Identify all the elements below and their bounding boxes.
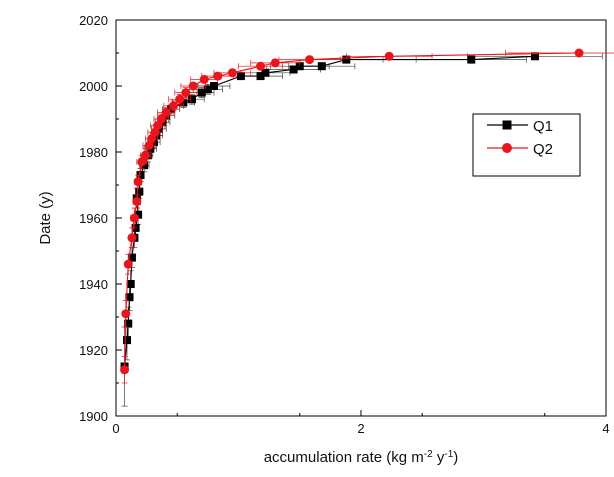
data-point [147, 134, 157, 144]
data-point [137, 157, 147, 167]
data-point [121, 309, 131, 319]
y-tick-label: 1980 [79, 145, 108, 160]
y-tick-label: 1940 [79, 277, 108, 292]
data-point [256, 72, 265, 81]
data-point [227, 68, 237, 78]
data-point [467, 55, 476, 64]
data-point [135, 187, 144, 196]
data-point [199, 74, 209, 84]
data-point [169, 101, 179, 111]
tick-labels: 0 2 4 1900 1920 1940 1960 1980 2000 2020 [79, 13, 610, 436]
data-point [256, 61, 266, 71]
data-point [134, 210, 143, 219]
data-point [126, 280, 135, 288]
data-point [125, 293, 134, 302]
data-point [188, 81, 198, 91]
y-tick-label: 1900 [79, 409, 108, 424]
x-axis-title-sup-2: -1 [444, 449, 453, 460]
data-point [203, 85, 212, 94]
data-point [124, 319, 133, 328]
data-point [213, 71, 223, 81]
data-point [153, 121, 163, 131]
x-axis-title: accumulation rate (kg m-2 y-1) [264, 449, 459, 467]
legend-box [472, 113, 581, 177]
y-axis-title: Date (y) [37, 191, 54, 244]
legend-label-q2: Q2 [533, 141, 553, 158]
data-point [156, 114, 166, 124]
legend-label-q1: Q1 [533, 118, 553, 135]
x-axis-title-sup-1: -2 [424, 449, 433, 460]
x-tick-label: 2 [357, 421, 364, 436]
data-point [270, 58, 280, 68]
x-axis-title-main: accumulation rate (kg m [264, 449, 424, 466]
data-point [123, 336, 132, 345]
x-tick-label: 0 [112, 421, 119, 436]
data-point [127, 233, 137, 243]
data-point [574, 48, 584, 58]
data-point [187, 95, 196, 104]
data-point [127, 253, 136, 262]
data-point [317, 62, 326, 71]
data-point [140, 150, 150, 160]
x-tick-label: 4 [602, 421, 609, 436]
data-point [120, 365, 130, 375]
data-point [342, 55, 351, 64]
data-point [236, 72, 245, 81]
data-point [210, 82, 218, 90]
data-point [175, 94, 185, 104]
data-point [181, 88, 191, 98]
data-point [305, 55, 315, 65]
data-point [261, 68, 270, 77]
data-point [384, 51, 394, 61]
data-point [197, 88, 206, 97]
data-point [129, 213, 139, 223]
x-axis-title-end: ) [453, 449, 458, 466]
y-tick-label: 2000 [79, 79, 108, 94]
data-point [132, 197, 142, 206]
legend-marker-q2 [502, 143, 512, 153]
y-tick-label: 1960 [79, 211, 108, 226]
data-point [530, 52, 539, 61]
legend-marker-q1 [502, 120, 512, 130]
data-point [179, 98, 188, 107]
series-q2 [120, 48, 614, 384]
data-point [289, 65, 298, 74]
data-point [295, 62, 304, 71]
x-axis-title-mid: y [433, 449, 445, 466]
data-point [123, 259, 133, 269]
legend: Q1 Q2 [472, 113, 581, 177]
y-tick-label: 2020 [79, 13, 108, 28]
data-point [133, 177, 143, 187]
data-point [161, 107, 171, 117]
y-tick-label: 1920 [79, 343, 108, 358]
series-layer [120, 48, 614, 407]
axis-ticks [115, 19, 607, 417]
